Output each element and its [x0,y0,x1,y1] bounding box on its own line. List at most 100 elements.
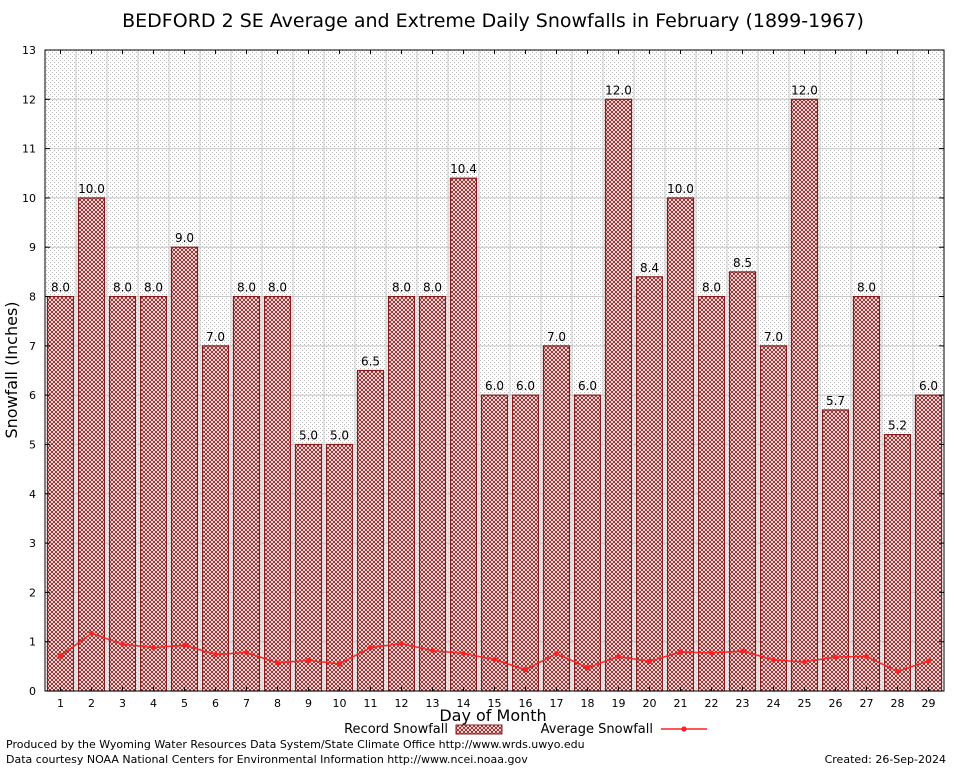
average-point-day-22 [708,650,715,656]
y-tick-label: 13 [22,44,36,57]
bar-day-20 [635,276,664,692]
average-point-day-17 [553,650,560,657]
footer-created: Created: 26-Sep-2024 [825,753,946,766]
bar-label-day-13: 8.0 [423,281,442,295]
x-tick-label-day-1: 1 [57,697,64,710]
bars-group [46,98,943,692]
bar-label-day-4: 8.0 [144,281,163,295]
x-tick-label-day-21: 21 [674,697,688,710]
y-tick-label: 7 [29,340,36,353]
y-tick-label: 4 [29,488,36,501]
bar-label-day-12: 8.0 [392,281,411,295]
average-point-day-27 [863,653,870,660]
bar-day-29 [914,394,943,692]
average-point-day-20 [646,658,653,665]
bar-label-day-15: 6.0 [485,379,504,393]
average-point-day-7 [243,649,250,656]
bar-label-day-17: 7.0 [547,330,566,344]
x-tick-label-day-15: 15 [488,697,502,710]
bar-label-day-18: 6.0 [578,379,597,393]
x-tick-label-day-2: 2 [88,697,95,710]
x-tick-label-day-6: 6 [212,697,219,710]
x-tick-label-day-13: 13 [426,697,440,710]
average-point-day-19 [615,653,622,660]
bar-day-13 [418,295,447,692]
average-point-day-4 [150,645,157,651]
average-point-day-18 [584,665,591,671]
bar-day-4 [139,295,168,692]
bar-day-5 [170,246,199,692]
x-tick-label-day-14: 14 [457,697,471,710]
bar-day-8 [263,295,292,692]
bar-label-day-23: 8.5 [733,256,752,270]
average-point-day-25 [801,659,808,665]
legend: Record Snowfall Average Snowfall [344,722,707,737]
bar-day-14 [449,177,478,692]
bar-label-day-19: 12.0 [605,83,632,97]
bar-label-day-26: 5.7 [826,394,845,408]
legend-record-swatch [455,724,503,735]
bar-day-11 [356,369,385,692]
bar-day-15 [480,394,509,692]
bar-label-day-28: 5.2 [888,419,907,433]
bar-labels-group: 8.0 10.0 8.0 8.0 9.0 7.0 8.0 8.0 5.0 5.0 6.5 8.0 8.0… [51,83,938,442]
average-point-day-21 [677,649,684,655]
y-tick-label: 6 [29,389,36,402]
x-tick-label-day-3: 3 [119,697,126,710]
y-tick-label: 3 [29,537,36,550]
bar-day-23 [728,271,757,692]
bar-label-day-20: 8.4 [640,261,659,275]
bar-label-day-1: 8.0 [51,281,70,295]
legend-average-marker [681,726,687,732]
bar-label-day-14: 10.4 [450,162,477,176]
x-tick-label-day-10: 10 [333,697,347,710]
bar-day-1 [46,295,75,692]
average-point-day-3 [119,641,126,647]
average-point-day-12 [398,641,405,647]
bar-label-day-11: 6.5 [361,355,380,369]
x-tick-label-day-28: 28 [891,697,905,710]
bar-day-18 [573,394,602,692]
average-point-day-1 [57,653,64,659]
average-point-day-10 [336,661,343,667]
bar-label-day-16: 6.0 [516,379,535,393]
y-tick-label: 5 [29,438,36,451]
bar-label-day-21: 10.0 [667,182,694,196]
bar-label-day-29: 6.0 [919,379,938,393]
average-point-day-16 [522,667,529,673]
average-point-day-24 [770,657,777,663]
x-tick-label-day-7: 7 [243,697,250,710]
x-tick-label-day-16: 16 [519,697,533,710]
bar-label-day-22: 8.0 [702,281,721,295]
y-tick-label: 9 [29,241,36,254]
footer-producer: Produced by the Wyoming Water Resources … [6,738,585,751]
average-point-day-26 [832,654,839,660]
bar-label-day-24: 7.0 [764,330,783,344]
x-tick-label-day-12: 12 [395,697,409,710]
average-point-day-6 [212,651,219,658]
average-point-day-5 [181,642,188,648]
average-point-day-11 [367,645,374,651]
x-tick-label-day-19: 19 [612,697,626,710]
bar-day-27 [852,295,881,692]
bar-day-12 [387,295,416,692]
y-tick-label: 12 [22,93,36,106]
x-axis-ticks: 1 2 3 4 5 6 7 8 9 10 11 12 13 14 15 16 17 18 19 20 21 22 23 24 2… [57,50,936,710]
bar-day-6 [201,345,230,692]
chart-title: BEDFORD 2 SE Average and Extreme Daily S… [122,10,864,32]
average-line-group [57,630,932,674]
bar-day-16 [511,394,540,692]
bar-label-day-27: 8.0 [857,281,876,295]
y-tick-label: 11 [22,143,36,156]
bar-day-24 [759,345,788,692]
bar-day-3 [108,295,137,692]
bar-label-day-5: 9.0 [175,231,194,245]
x-tick-label-day-5: 5 [181,697,188,710]
average-point-day-29 [925,658,932,664]
x-tick-label-day-18: 18 [581,697,595,710]
x-tick-label-day-27: 27 [860,697,874,710]
y-tick-label: 10 [22,192,36,205]
bar-label-day-7: 8.0 [237,281,256,295]
x-tick-label-day-25: 25 [798,697,812,710]
